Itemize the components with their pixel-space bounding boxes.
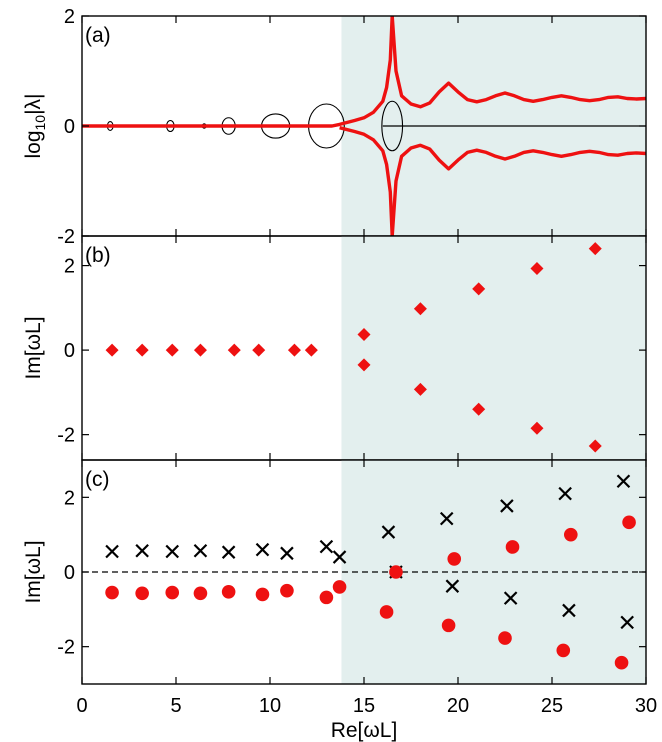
cross-point [193,543,208,558]
shaded-region [341,236,646,460]
x-tick-label: 0 [76,695,87,717]
diamond-point [472,282,486,296]
circle-point [193,586,208,601]
cross-point [445,579,460,593]
y-tick-label: -2 [57,637,75,659]
cross-point [221,545,236,559]
x-tick-label: 30 [635,695,657,717]
cross-point [255,542,270,557]
diamond-point [530,421,544,435]
y-axis-label: Im[ωL] [22,540,45,603]
diamond-point [287,343,301,357]
diamond-point [357,327,371,341]
cross-point [280,546,294,561]
cross-point [165,544,180,559]
diamond-point [472,402,486,416]
circle-point [614,655,629,670]
circle-point [105,585,119,600]
circle-point [447,552,462,566]
diamond-point [530,262,544,276]
diamond-point [304,343,318,357]
cross-point [620,615,634,630]
diamond-point [588,439,602,453]
y-tick-label: 0 [64,562,75,584]
diamond-point [165,343,179,357]
cross-point [381,525,396,539]
circle-point [505,540,520,554]
circle-point [135,586,149,601]
y-tick-label: 2 [64,256,75,278]
panel-tag: (c) [85,468,110,491]
circle-point [622,515,636,530]
cross-point [503,591,518,605]
diamond-point [413,382,427,396]
cross-point [105,544,119,559]
circle-point [498,631,512,645]
cross-point [332,550,347,564]
cross-point [558,486,572,501]
diamond-point [193,343,207,357]
diamond-point [227,343,241,357]
y-tick-label: -2 [57,425,75,447]
y-axis-label-sub: 10 [32,115,48,131]
cross-point [500,499,514,513]
x-tick-label: 15 [353,695,375,717]
panel-tag: (b) [85,244,111,267]
panel-a: -2 0 2 (a) log10|λ| [22,6,647,248]
circle-point [389,565,403,579]
circle-point [319,590,334,605]
x-tick-label: 10 [259,695,281,717]
cross-point [439,511,454,526]
panels: -2 0 2 (a) log10|λ| -2 0 2 (b) Im[ωL] -2 0 2 (c) Im[ωL… [22,6,647,685]
y-axis-label-rest: |λ| [22,93,45,114]
x-tick-label: 5 [170,695,181,717]
diamond-point [252,343,266,357]
series-line-1 [390,15,647,109]
series-line-3 [390,143,647,237]
series-line-0 [82,15,394,128]
diamond-point [413,302,427,316]
diamond-point [357,358,371,372]
diamond-point [135,343,149,357]
y-axis-label: log10|λ| [22,93,48,158]
circle-point [255,587,270,602]
diamond-point [105,343,119,357]
x-tick-label: 20 [447,695,469,717]
circle-point [280,583,294,598]
circle-point [165,585,180,600]
cross-point [319,539,334,554]
panel-c: -2 0 2 (c) Im[ωL] [22,459,647,685]
series-line-2 [339,126,394,237]
y-axis-label-main: log [22,130,45,158]
y-tick-label: -2 [57,226,75,248]
y-tick-label: 0 [64,116,75,138]
circle-point [332,580,347,594]
circle-point [221,584,236,599]
circle-point [564,527,578,542]
y-tick-label: 0 [64,340,75,362]
y-tick-label: 2 [64,487,75,509]
x-tick-label: 25 [541,695,563,717]
circle-point [379,605,394,619]
diamond-point [588,242,602,256]
panel-b: -2 0 2 (b) Im[ωL] [22,235,647,461]
circle-point [441,618,456,633]
cross-point [562,603,576,618]
x-axis: 0 5 10 15 20 25 30 [76,695,657,717]
panel-tag: (a) [85,24,111,47]
x-axis-label: Re[ωL] [331,719,398,742]
circle-point [556,643,571,658]
y-tick-label: 2 [64,6,75,28]
cross-point [616,474,631,489]
cross-point [135,543,149,558]
y-axis-label: Im[ωL] [22,316,45,379]
